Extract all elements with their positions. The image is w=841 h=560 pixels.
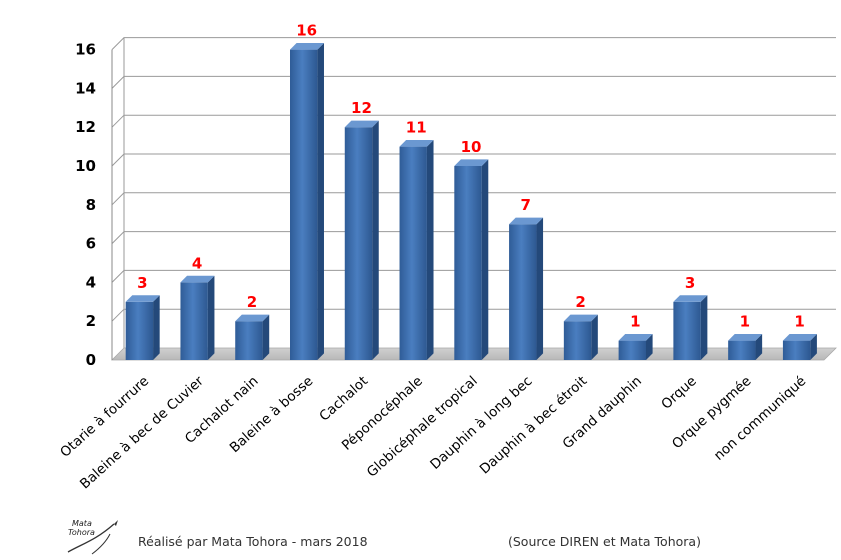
- gridline: [111, 269, 836, 283]
- data-label: 11: [406, 119, 427, 137]
- y-tick-label: 14: [75, 79, 96, 97]
- gridline: [111, 231, 836, 244]
- data-label: 10: [461, 138, 482, 156]
- data-label: 2: [575, 293, 585, 311]
- data-label: 7: [521, 196, 531, 214]
- data-label: 3: [685, 274, 695, 292]
- footer-source: (Source DIREN et Mata Tohora): [508, 534, 701, 549]
- gridline: [111, 308, 836, 322]
- bar: [454, 159, 489, 360]
- bar: [344, 120, 379, 360]
- y-tick-label: 16: [75, 41, 96, 59]
- x-tick-label: Otarie à fourrure: [57, 373, 152, 461]
- x-tick-label: Orque: [658, 373, 699, 413]
- bar: [180, 275, 215, 360]
- y-tick-label: 10: [75, 157, 96, 175]
- bar: [290, 43, 324, 360]
- y-tick-label: 4: [86, 273, 96, 291]
- data-label: 4: [192, 254, 202, 272]
- bars: [125, 43, 817, 360]
- x-tick-label: non communiqué: [711, 373, 809, 464]
- gridline: [111, 192, 836, 206]
- data-label: 1: [794, 313, 804, 331]
- data-label: 12: [351, 99, 372, 117]
- y-tick-label: 12: [75, 118, 96, 136]
- gridline: [111, 153, 836, 167]
- gridline: [111, 37, 836, 50]
- y-axis: 0 2 4 6 8 10 12 14 16: [75, 41, 113, 369]
- bar: [563, 314, 598, 360]
- bar: [235, 314, 270, 360]
- bar: [125, 295, 160, 360]
- data-label: 1: [740, 313, 750, 331]
- y-tick-label: 8: [86, 196, 96, 214]
- data-label: 3: [137, 274, 147, 292]
- x-tick-label: Globicéphale tropical: [364, 373, 481, 480]
- x-tick-label: Dauphin à long bec: [427, 373, 535, 473]
- bar: [399, 140, 434, 360]
- data-label: 16: [296, 22, 317, 40]
- bar: [509, 217, 544, 360]
- mata-tohora-logo-icon: Mata Tohora: [67, 519, 118, 555]
- logo-text-mata: Mata: [72, 519, 92, 528]
- gridline: [111, 114, 836, 128]
- x-tick-label: Cachalot: [316, 373, 371, 425]
- bar: [728, 334, 763, 360]
- y-tick-label: 0: [86, 351, 96, 369]
- y-tick-label: 2: [86, 312, 96, 330]
- logo-text-tohora: Tohora: [68, 528, 95, 537]
- x-tick-label: Dauphin à bec étroit: [477, 373, 590, 477]
- data-label: 2: [247, 293, 257, 311]
- y-tick-label: 6: [86, 235, 96, 253]
- gridlines: [111, 37, 836, 348]
- bar: [673, 295, 708, 360]
- footer-credit: Réalisé par Mata Tohora - mars 2018: [138, 534, 368, 549]
- data-label: 1: [630, 313, 640, 331]
- gridline: [111, 75, 836, 89]
- bar: [618, 334, 653, 360]
- bar: [782, 334, 817, 360]
